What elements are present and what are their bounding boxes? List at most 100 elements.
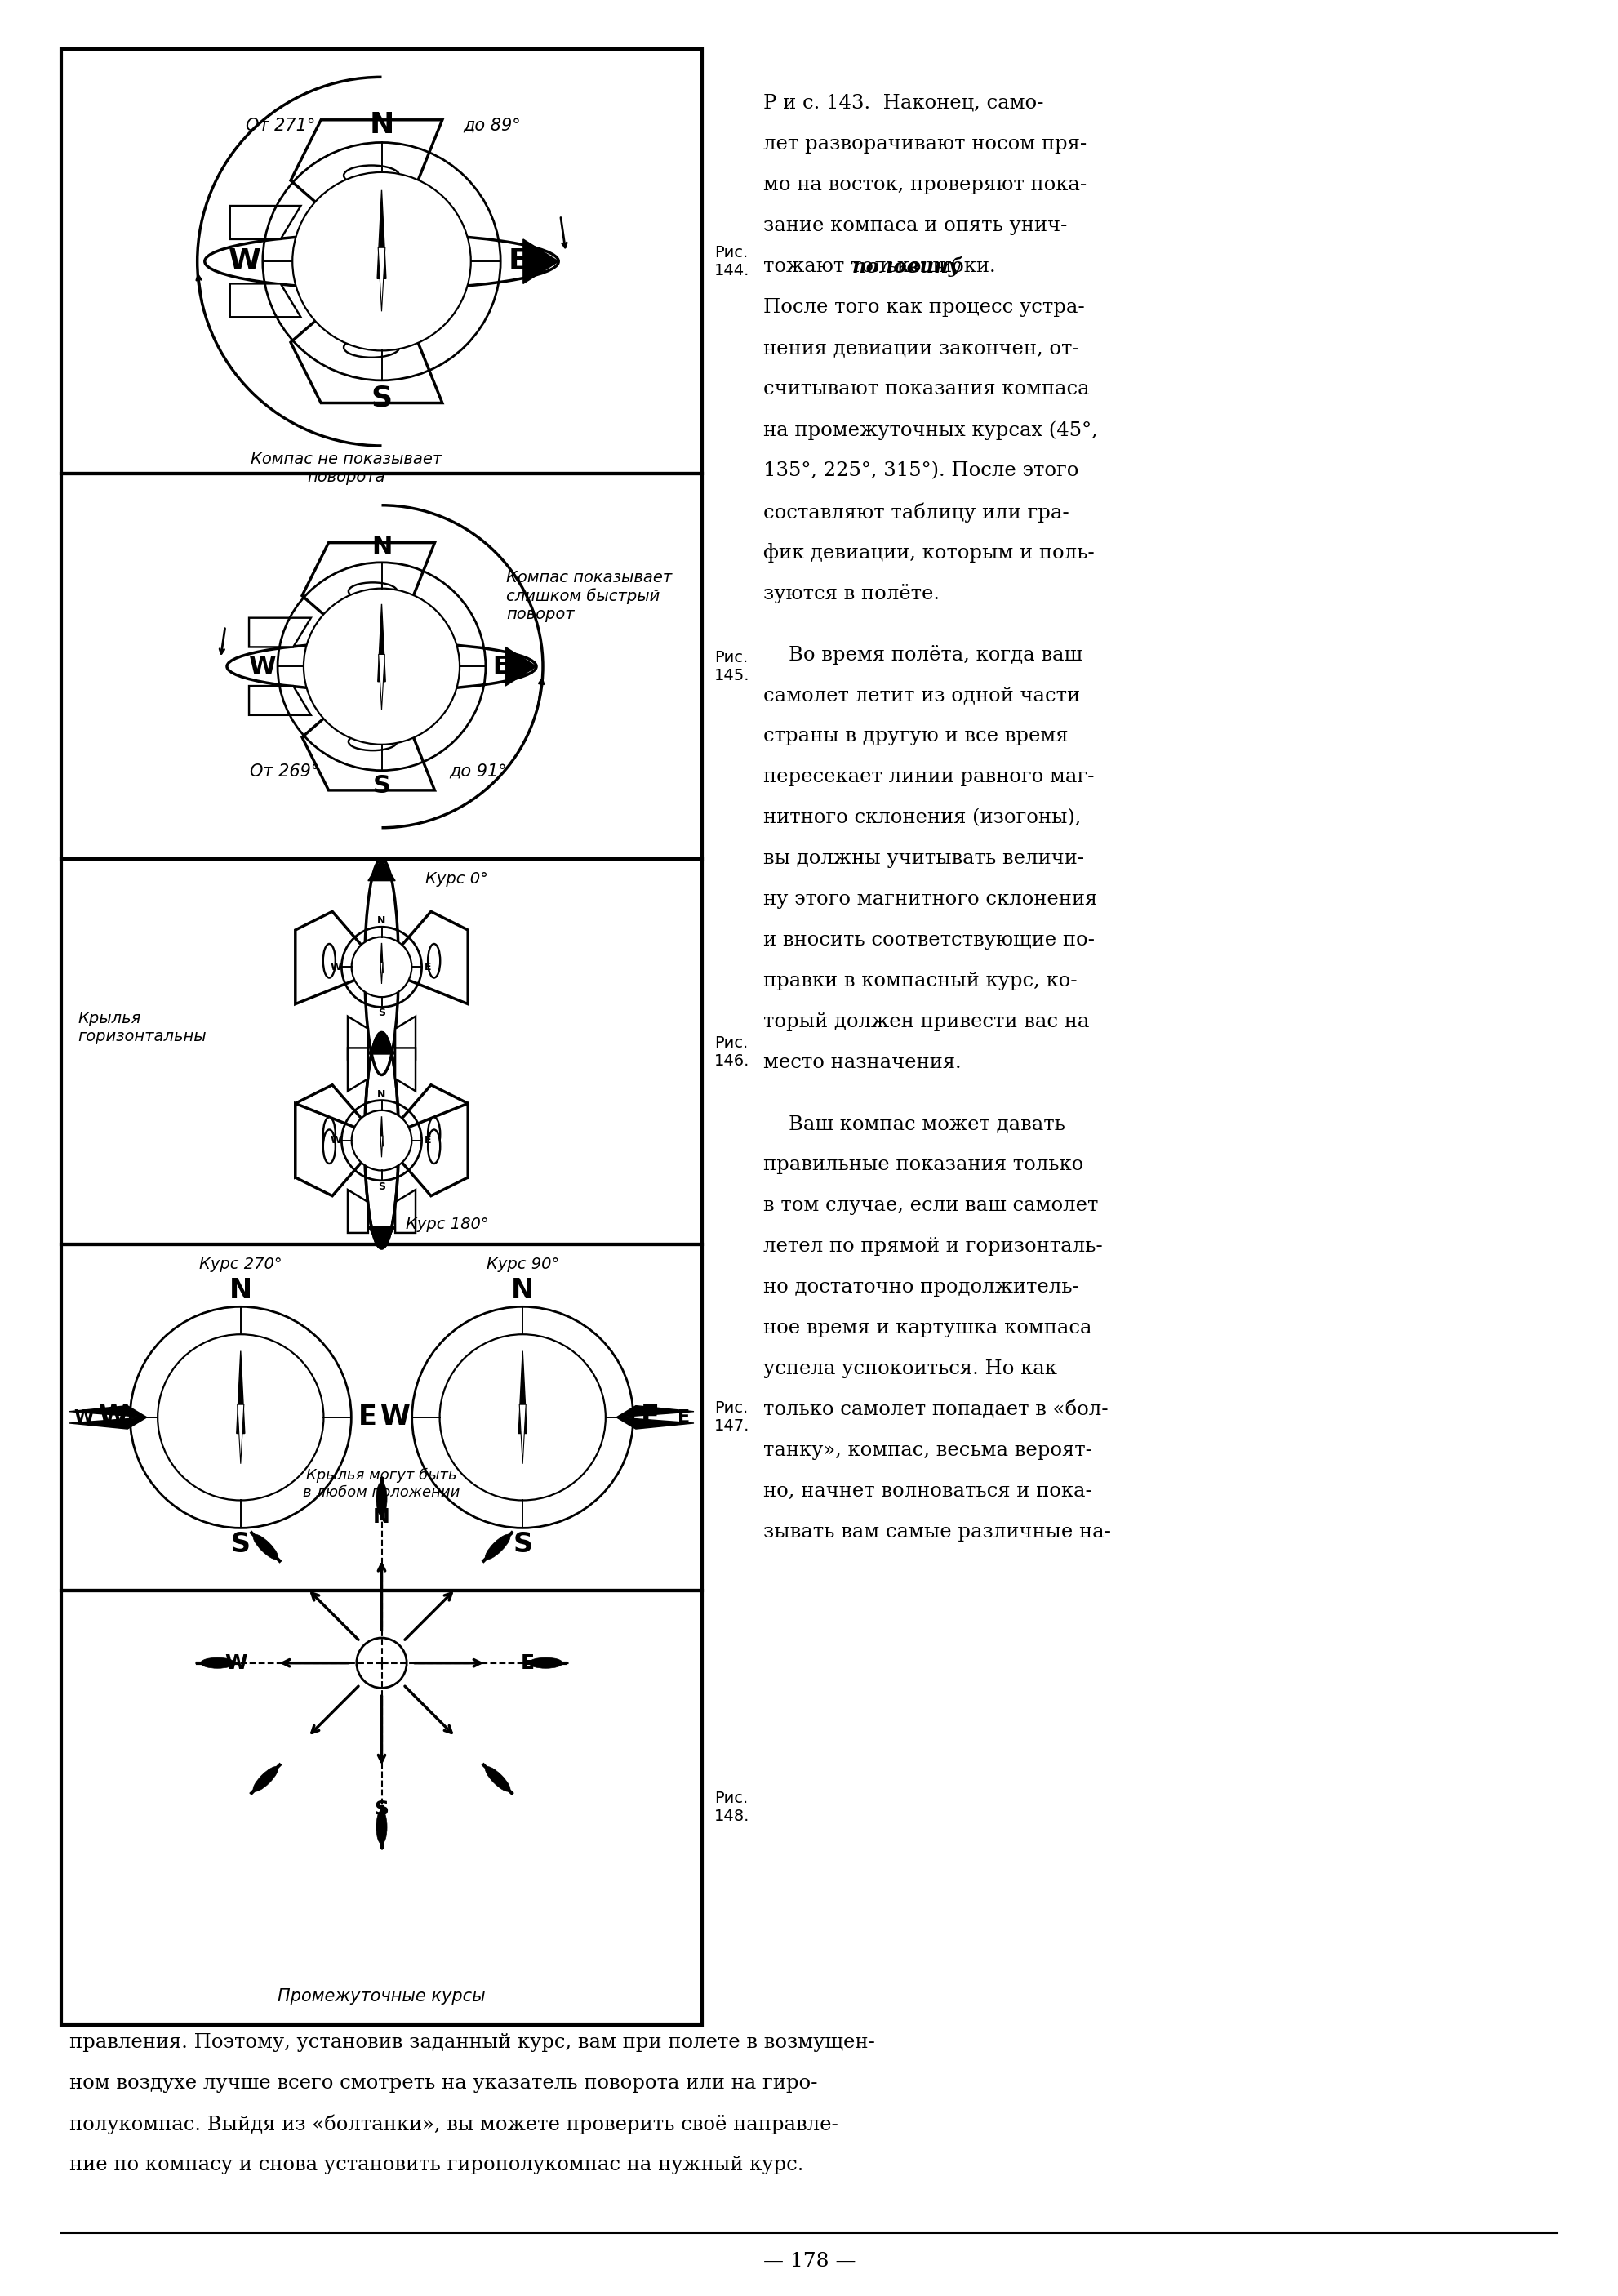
Ellipse shape — [348, 583, 396, 599]
Ellipse shape — [252, 1766, 278, 1791]
Text: N: N — [511, 1277, 534, 1304]
Text: W: W — [228, 248, 260, 276]
Text: После того как процесс устра-: После того как процесс устра- — [764, 298, 1084, 317]
Text: Рис.
148.: Рис. 148. — [714, 1791, 749, 1825]
Text: Компас показывает
слишком быстрый
поворот: Компас показывает слишком быстрый поворо… — [506, 569, 671, 622]
Text: половину: половину — [851, 257, 959, 278]
Polygon shape — [236, 1350, 244, 1433]
Ellipse shape — [375, 1481, 387, 1515]
Text: зание компаса и опять унич-: зание компаса и опять унич- — [764, 216, 1066, 234]
Text: в том случае, если ваш самолет: в том случае, если ваш самолет — [764, 1196, 1097, 1215]
Circle shape — [157, 1334, 324, 1499]
Text: Курс 180°: Курс 180° — [406, 1217, 489, 1233]
Text: нения девиации закончен, от-: нения девиации закончен, от- — [764, 340, 1079, 358]
Text: S: S — [377, 1180, 385, 1192]
Ellipse shape — [343, 338, 400, 358]
Bar — [61, 473, 702, 859]
Text: считывают показания компаса: считывают показания компаса — [764, 379, 1089, 400]
Ellipse shape — [427, 944, 440, 978]
Polygon shape — [230, 285, 301, 317]
Text: ном воздухе лучше всего смотреть на указатель поворота или на гиро-: ном воздухе лучше всего смотреть на указ… — [70, 2073, 817, 2092]
Text: E: E — [424, 1134, 430, 1146]
Text: E: E — [424, 962, 430, 971]
Text: правления. Поэтому, установив заданный курс, вам при полете в возмущен-: правления. Поэтому, установив заданный к… — [70, 2032, 875, 2053]
Text: танку», компас, весьма вероят-: танку», компас, весьма вероят- — [764, 1442, 1092, 1460]
Polygon shape — [367, 1226, 395, 1249]
Circle shape — [440, 1334, 605, 1499]
Text: летел по прямой и горизонталь-: летел по прямой и горизонталь- — [764, 1238, 1102, 1256]
Text: самолет летит из одной части: самолет летит из одной части — [764, 687, 1079, 705]
Ellipse shape — [324, 1130, 335, 1164]
Circle shape — [304, 588, 460, 744]
Text: 135°, 225°, 315°). После этого: 135°, 225°, 315°). После этого — [764, 461, 1078, 480]
Text: От 269°: От 269° — [249, 762, 320, 778]
Circle shape — [293, 172, 471, 351]
Polygon shape — [395, 1017, 416, 1058]
Polygon shape — [379, 248, 385, 312]
Text: фик девиации, которым и поль-: фик девиации, которым и поль- — [764, 542, 1094, 563]
Text: пересекает линии равного маг-: пересекает линии равного маг- — [764, 767, 1094, 785]
Polygon shape — [523, 239, 558, 285]
Polygon shape — [616, 1417, 694, 1428]
Polygon shape — [380, 1116, 383, 1146]
Ellipse shape — [427, 1118, 440, 1150]
Text: E: E — [492, 654, 510, 677]
Text: до 91°: до 91° — [450, 762, 506, 778]
Text: и вносить соответствующие по-: и вносить соответствующие по- — [764, 930, 1094, 951]
Polygon shape — [238, 1405, 244, 1465]
Bar — [61, 859, 702, 1244]
Ellipse shape — [529, 1658, 563, 1669]
Polygon shape — [398, 1104, 468, 1196]
Polygon shape — [348, 1047, 367, 1091]
Polygon shape — [294, 1104, 364, 1196]
Text: S: S — [374, 1800, 388, 1818]
Text: Рис.
146.: Рис. 146. — [714, 1035, 749, 1068]
Text: до 89°: до 89° — [463, 117, 521, 133]
Text: N: N — [230, 1277, 252, 1304]
Polygon shape — [291, 289, 442, 404]
Text: S: S — [513, 1531, 532, 1559]
Text: W: W — [330, 1134, 341, 1146]
Text: правильные показания только: правильные показания только — [764, 1155, 1082, 1173]
Ellipse shape — [324, 944, 335, 978]
Polygon shape — [294, 912, 364, 1003]
Text: N: N — [371, 535, 392, 558]
Text: Компас не показывает
поворота: Компас не показывает поворота — [251, 452, 442, 484]
Text: N: N — [372, 1506, 390, 1527]
Bar — [61, 1591, 702, 2025]
Text: W: W — [73, 1410, 94, 1426]
Text: От 271°: От 271° — [246, 117, 316, 133]
Polygon shape — [70, 1405, 147, 1417]
Text: E: E — [641, 1403, 659, 1430]
Ellipse shape — [252, 1534, 278, 1559]
Text: Крылья могут быть
в любом положении: Крылья могут быть в любом положении — [303, 1467, 460, 1499]
Ellipse shape — [375, 1809, 387, 1844]
Text: W: W — [99, 1403, 128, 1430]
Ellipse shape — [324, 1118, 335, 1150]
Text: S: S — [231, 1531, 251, 1559]
Polygon shape — [616, 1405, 694, 1417]
Polygon shape — [380, 962, 382, 985]
Ellipse shape — [485, 1534, 510, 1559]
Text: N: N — [369, 110, 393, 138]
Text: N: N — [377, 916, 385, 925]
Text: W: W — [225, 1653, 248, 1674]
Text: E: E — [676, 1410, 689, 1426]
Text: мо на восток, проверяют пока-: мо на восток, проверяют пока- — [764, 174, 1086, 195]
Text: успела успокоиться. Но как: успела успокоиться. Но как — [764, 1359, 1057, 1378]
Polygon shape — [230, 207, 301, 239]
Text: ние по компасу и снова установить гирополукомпас на нужный курс.: ние по компасу и снова установить гиропо… — [70, 2156, 803, 2174]
Polygon shape — [249, 618, 311, 647]
Text: нитного склонения (изогоны),: нитного склонения (изогоны), — [764, 808, 1081, 827]
Bar — [61, 1244, 702, 1591]
Text: лет разворачивают носом пря-: лет разворачивают носом пря- — [764, 135, 1086, 154]
Text: только самолет попадает в «бол-: только самолет попадает в «бол- — [764, 1401, 1108, 1419]
Text: Р и с. 143.  Наконец, само-: Р и с. 143. Наконец, само- — [764, 94, 1044, 113]
Text: зуются в полёте.: зуются в полёте. — [764, 583, 938, 604]
Text: E: E — [508, 248, 527, 276]
Polygon shape — [380, 1137, 382, 1157]
Polygon shape — [395, 1047, 416, 1091]
Text: N: N — [377, 1088, 385, 1100]
Polygon shape — [398, 912, 468, 1003]
Ellipse shape — [348, 732, 396, 751]
